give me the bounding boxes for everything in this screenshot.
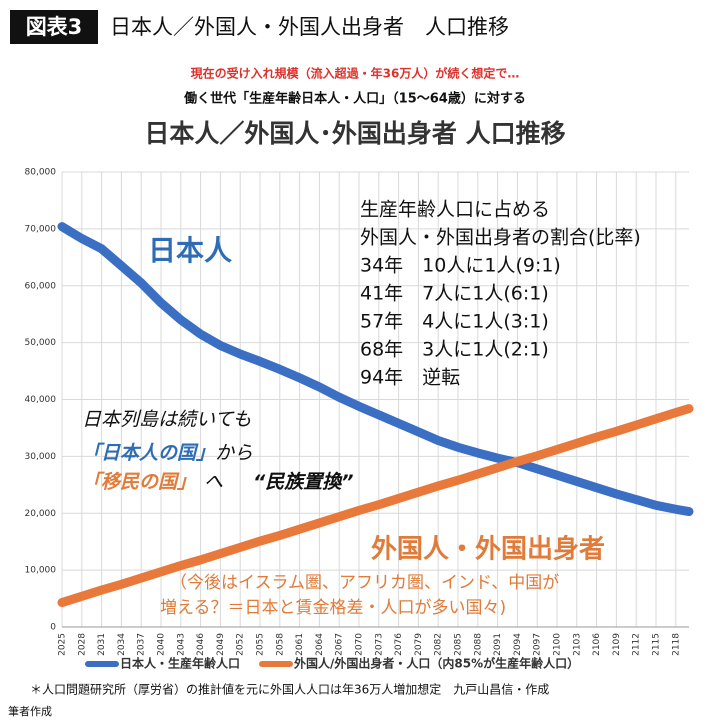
x-tick-label: 2112 — [632, 633, 642, 656]
ratio-line: 生産年齢人口に占める — [360, 199, 550, 221]
x-tick-label: 2058 — [275, 633, 285, 656]
x-tick-label: 2031 — [97, 633, 107, 656]
series-line — [57, 222, 694, 517]
series-line — [57, 404, 694, 608]
y-tick-label: 40,000 — [25, 395, 57, 405]
message-part: 「日本人の国」 — [82, 442, 215, 464]
x-tick-label: 2070 — [355, 633, 365, 656]
x-tick-label: 2106 — [592, 633, 602, 656]
x-tick-label: 2094 — [513, 633, 523, 656]
footnote: ＊人口問題研究所（厚労省）の推計値を元に外国人人口は年36万人増加想定 九戸山昌… — [30, 682, 549, 697]
message-part: 「移民の国」 — [82, 471, 196, 493]
x-tick-label: 2100 — [553, 633, 563, 656]
y-tick-label: 60,000 — [25, 281, 57, 291]
message: 「移民の国」へ “民族置換” — [82, 471, 354, 493]
x-tick-label: 2055 — [256, 633, 266, 656]
message-part: から — [215, 442, 253, 464]
figure-label-box — [10, 10, 98, 44]
y-tick-label: 80,000 — [25, 168, 57, 178]
legend-label: 日本人・生産年齢人口 — [120, 656, 240, 671]
x-tick-label: 2028 — [77, 633, 87, 656]
x-tick-label: 2115 — [652, 633, 662, 656]
figure-label: 図表3 — [26, 15, 83, 39]
x-tick-label: 2034 — [117, 633, 127, 656]
message: 日本列島は続いても — [82, 409, 251, 431]
x-tick-label: 2049 — [216, 633, 226, 656]
message-part: へ — [204, 471, 223, 493]
y-tick-label: 50,000 — [25, 338, 57, 348]
x-tick-label: 2067 — [335, 633, 345, 656]
subtitle: 働く世代「生産年齢日本人・人口」（15〜64歳）に対する — [183, 91, 526, 107]
x-tick-label: 2073 — [374, 633, 384, 656]
y-tick-label: 10,000 — [25, 566, 57, 576]
ratio-line: 57年 4人に1人(3:1) — [360, 311, 549, 333]
x-tick-label: 2043 — [176, 633, 186, 656]
x-tick-label: 2085 — [454, 633, 464, 656]
ratio-line: 41年 7人に1人(6:1) — [360, 283, 549, 305]
message-part: “民族置換” — [253, 471, 353, 493]
x-tick-label: 2046 — [196, 633, 206, 656]
header-title: 日本人／外国人・外国人出身者 人口推移 — [110, 15, 509, 39]
y-tick-label: 70,000 — [25, 224, 57, 234]
x-tick-label: 2025 — [58, 633, 68, 656]
x-tick-label: 2088 — [473, 633, 483, 656]
y-tick-label: 30,000 — [25, 452, 57, 462]
subtitle-red: 現在の受け入れ規模（流入超過・年36万人）が続く想定で… — [191, 66, 520, 81]
ratio-line: 68年 3人に1人(2:1) — [360, 339, 549, 361]
japanese-label: 日本人 — [148, 234, 232, 267]
x-tick-label: 2082 — [434, 633, 444, 656]
y-tick-label: 0 — [50, 623, 56, 633]
x-tick-label: 2076 — [394, 633, 404, 656]
x-tick-label: 2037 — [137, 633, 147, 656]
x-tick-label: 2097 — [533, 633, 543, 656]
ratio-line: 94年 逆転 — [360, 367, 460, 389]
lines — [57, 222, 694, 608]
chart-title: 日本人／外国人･外国出身者 人口推移 — [144, 119, 565, 148]
y-tick-label: 20,000 — [25, 509, 57, 519]
x-tick-label: 2079 — [414, 633, 424, 656]
foreign-note: （今後はイスラム圏、アフリカ圏、インド、中国が — [170, 573, 559, 593]
x-tick-label: 2118 — [671, 633, 681, 656]
x-tick-label: 2091 — [493, 633, 503, 656]
foreign-note: 増える？＝日本と賃金格差・人口が多い国々) — [160, 598, 506, 618]
x-tick-label: 2109 — [612, 633, 622, 656]
legend-label: 外国人/外国出身者・人口（内85%が生産年齢人口） — [294, 656, 579, 671]
x-tick-label: 2052 — [236, 633, 246, 656]
x-tick-label: 2064 — [315, 633, 325, 656]
foreign-label: 外国人・外国出身者 — [371, 534, 605, 565]
ratio-line: 外国人・外国出身者の割合(比率) — [360, 227, 641, 249]
x-tick-label: 2061 — [295, 633, 305, 656]
x-tick-label: 2040 — [157, 633, 167, 656]
ratio-line: 34年 10人に1人(9:1) — [360, 255, 561, 277]
legend: 日本人・生産年齢人口 外国人/外国出身者・人口（内85%が生産年齢人口） — [85, 656, 579, 671]
message: 「日本人の国」から — [82, 442, 253, 464]
x-tick-label: 2103 — [572, 633, 582, 656]
grid — [61, 171, 689, 628]
credit: 筆者作成 — [8, 704, 52, 718]
